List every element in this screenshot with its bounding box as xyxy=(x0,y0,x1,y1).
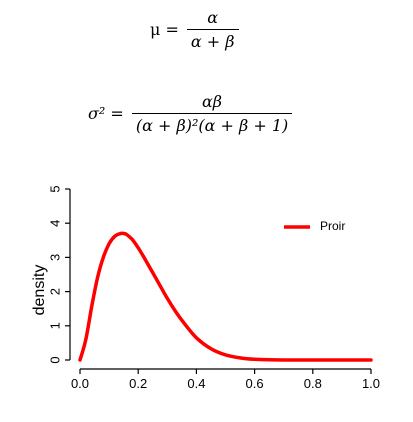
chart-marks xyxy=(78,231,373,362)
y-tick-label: 3 xyxy=(47,254,62,261)
x-tick-label: 0.6 xyxy=(246,376,264,391)
mean-numerator: α xyxy=(207,8,219,27)
mean-fraction: α α + β xyxy=(186,8,239,51)
variance-fraction: αβ (α + β)²(α + β + 1) xyxy=(131,92,293,135)
x-tick-label: 0.2 xyxy=(129,376,147,391)
y-tick-label: 1 xyxy=(47,322,62,329)
chart-axes: 0 1 2 3 4 5 0.0 0.2 0.4 0.6 0.8 1.0 density xyxy=(31,185,380,391)
y-tick-label: 5 xyxy=(47,185,62,192)
variance-equation: σ² = αβ (α + β)²(α + β + 1) xyxy=(88,92,293,135)
series-line-proir xyxy=(78,231,373,362)
y-axis-title: density xyxy=(31,265,48,316)
legend-label: Proir xyxy=(320,219,345,233)
variance-equation-lhs: σ² = xyxy=(88,104,124,123)
y-tick-label: 0 xyxy=(47,356,62,363)
x-tick-label: 0.8 xyxy=(304,376,322,391)
variance-denominator: (α + β)²(α + β + 1) xyxy=(131,113,293,135)
variance-numerator: αβ xyxy=(202,92,223,111)
x-tick-label: 0.0 xyxy=(71,376,89,391)
mean-equation: μ = α α + β xyxy=(150,8,239,51)
mean-denominator: α + β xyxy=(186,29,239,51)
y-tick-label: 2 xyxy=(47,288,62,295)
x-tick-label: 1.0 xyxy=(362,376,380,391)
chart-legend: Proir xyxy=(284,219,345,233)
y-tick-label: 4 xyxy=(47,220,62,227)
x-tick-label: 0.4 xyxy=(187,376,205,391)
mean-equation-lhs: μ = xyxy=(150,20,179,39)
